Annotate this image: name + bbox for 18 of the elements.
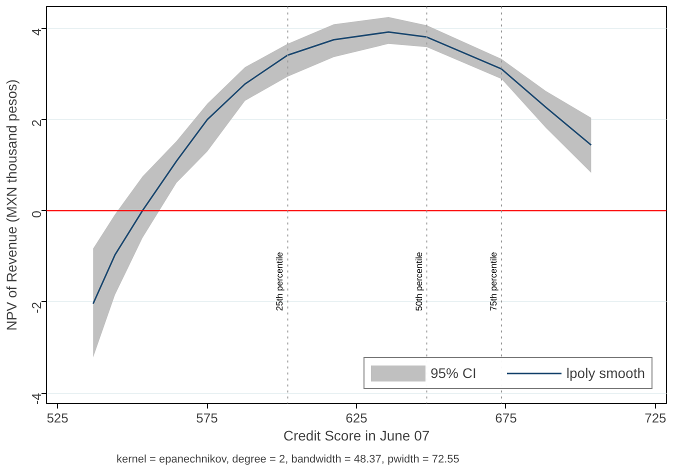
ref-line-label: 25th percentile [274, 252, 285, 311]
y-tick-label: 2 [29, 120, 44, 127]
x-tick-label: 725 [644, 410, 666, 426]
x-tick-label: 675 [495, 410, 517, 426]
y-tick-label: -2 [29, 302, 44, 314]
x-tick-label: 525 [46, 410, 68, 426]
annotation: 95% CI [430, 365, 476, 381]
legend-label: lpoly smooth [566, 365, 645, 381]
text: kernel = epanechnikov, degree = 2, bandwidth = 48.37, pwidth = 72.55 [116, 454, 460, 466]
ref-line-label: 75th percentile [488, 252, 498, 311]
y-tick-label: -4 [29, 393, 44, 405]
y-tick-label: 4 [29, 28, 44, 36]
x-tick-label: 625 [346, 410, 368, 426]
x-tick-label: 575 [196, 410, 218, 426]
ref-line-label: 50th percentile [414, 252, 424, 311]
y-tick-label: 0 [29, 210, 44, 218]
x-axis-title: Credit Score in June 07 [283, 428, 430, 444]
y-axis-title: NPV of Revenue (MXN thousand pesos) [4, 79, 20, 331]
